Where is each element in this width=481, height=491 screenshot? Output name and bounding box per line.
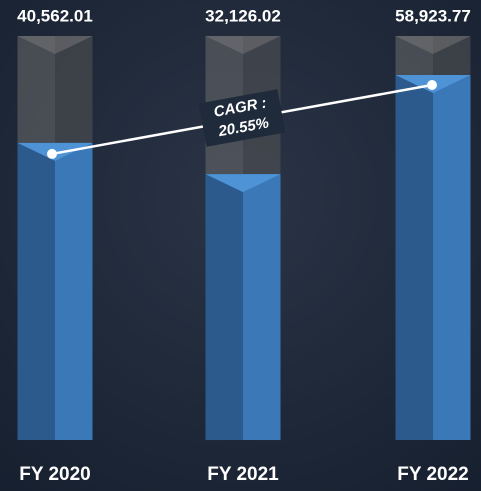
bar-right-face — [243, 174, 281, 440]
bar-shadow-cap — [395, 36, 471, 54]
cagr-dot — [47, 148, 57, 159]
bar-shadow-column — [433, 36, 471, 75]
x-tick-label: FY 2022 — [397, 464, 468, 485]
bar-left-face — [17, 142, 55, 440]
bar-shadow-column — [395, 36, 433, 75]
bar-shadow-cap — [205, 36, 281, 54]
value-label: 40,562.01 — [17, 6, 93, 25]
bar-shadow-column — [55, 36, 93, 143]
bar-right-face — [55, 142, 93, 440]
value-label: 32,126.02 — [205, 6, 281, 25]
x-tick-label: FY 2020 — [19, 464, 90, 485]
cagr-dot — [427, 79, 437, 90]
bar-left-face — [395, 74, 433, 440]
bar-top — [205, 174, 281, 193]
x-tick-label: FY 2021 — [207, 464, 279, 485]
bar-shadow-cap — [17, 36, 93, 54]
cagr-box — [198, 89, 286, 147]
value-label: 58,923.77 — [395, 6, 471, 25]
bar-left-face — [205, 174, 243, 440]
bar-shadow-column — [17, 36, 55, 143]
cagr-annotation: CAGR :20.55% — [198, 89, 286, 147]
bar-right-face — [433, 74, 471, 440]
